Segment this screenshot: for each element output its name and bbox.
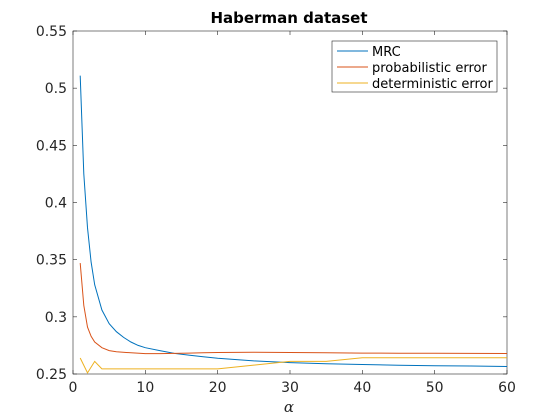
legend-entry: probabilistic error [372, 61, 487, 76]
y-tick-label: 0.45 [36, 138, 67, 154]
legend-entry: MRC [372, 45, 401, 60]
y-tick-label: 0.5 [45, 81, 67, 97]
series-line-3 [79, 357, 507, 374]
y-tick-label: 0.25 [36, 367, 67, 383]
x-tick-label: 40 [353, 380, 371, 396]
chart-title: Haberman dataset [210, 9, 367, 27]
series-lines [79, 75, 508, 374]
series-line-1 [79, 75, 508, 367]
x-tick-label: 10 [136, 380, 154, 396]
y-tick-label: 0.35 [36, 253, 67, 269]
y-tick-label: 0.4 [45, 196, 67, 212]
x-tick-label: 0 [69, 380, 78, 396]
series-line-2 [79, 263, 508, 355]
x-tick-label: 50 [426, 380, 444, 396]
y-tick-label: 0.55 [36, 24, 67, 40]
x-tick-label: 20 [209, 380, 227, 396]
axis-ticks: 0 10 20 30 40 50 60 0.25 0.3 0.35 0.4 0.45 0.5 0.55 [36, 24, 516, 396]
x-axis-label: α [284, 398, 294, 416]
x-tick-label: 60 [498, 380, 516, 396]
x-tick-label: 30 [281, 380, 299, 396]
legend-entry: deterministic error [372, 77, 493, 92]
y-tick-label: 0.3 [45, 310, 67, 326]
